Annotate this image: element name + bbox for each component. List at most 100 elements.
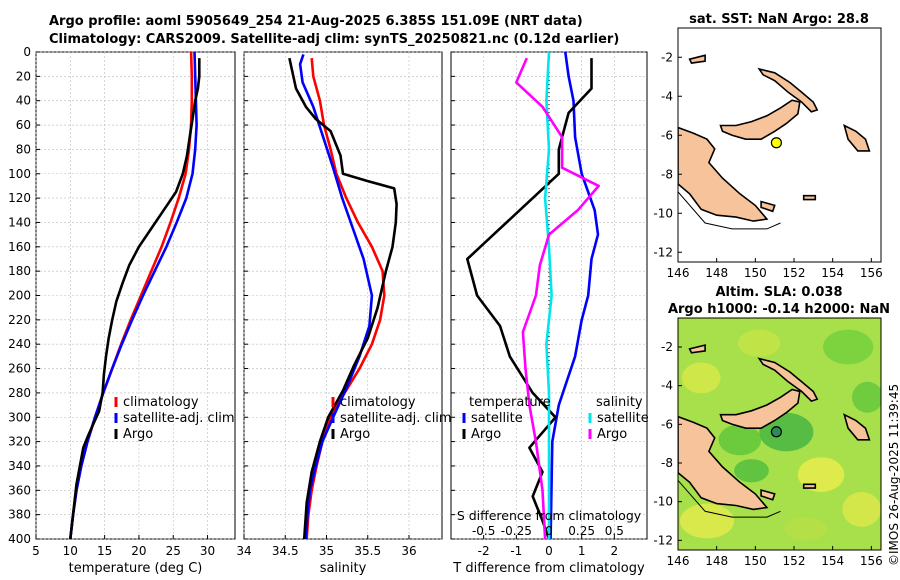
land-polygon-1 — [757, 357, 819, 403]
y-tick-label: 260 — [8, 362, 31, 376]
y-tick-label: 360 — [8, 483, 31, 497]
map-x-tick-label: 150 — [744, 266, 767, 280]
legend-climatology-label: climatology — [123, 395, 199, 410]
y-tick-label: 100 — [8, 167, 31, 181]
sla-anomaly-patch — [734, 459, 769, 483]
map-y-tick-label: -4 — [661, 89, 673, 103]
s-tick-label: 0 — [545, 524, 553, 538]
map-content — [678, 54, 871, 230]
legend-satellite-label: satellite-adj. clim — [340, 411, 452, 426]
legend-t-satellite-label: satellite — [471, 411, 523, 426]
map-y-tick-label: -12 — [653, 245, 673, 259]
header-title-line2: Climatology: CARS2009. Satellite-adj cli… — [49, 32, 620, 47]
s-tick-label: 0.5 — [605, 524, 624, 538]
map-x-tick-label: 148 — [705, 554, 728, 568]
map-y-tick-label: -6 — [661, 417, 673, 431]
map-frame — [677, 27, 882, 263]
map-x-tick-label: 156 — [860, 266, 883, 280]
y-tick-label: 180 — [8, 264, 31, 278]
map-x-tick-label: 148 — [705, 266, 728, 280]
land-polygon-6 — [760, 200, 776, 213]
x-tick-label: 30 — [200, 544, 215, 558]
legend-temperature-title: temperature — [469, 395, 551, 410]
map-x-tick-label: 146 — [667, 266, 690, 280]
y-tick-label: 200 — [8, 289, 31, 303]
y-tick-label: 0 — [23, 45, 31, 59]
x-tick-label: 35.5 — [354, 544, 381, 558]
land-polygon-0 — [719, 99, 801, 140]
sla-anomaly-patch — [842, 492, 881, 527]
y-tick-label: 340 — [8, 459, 31, 473]
s-axis-label: S difference from climatology — [457, 508, 642, 523]
sla-map: Altim. SLA: 0.038 Argo h1000: -0.14 h2000… — [653, 285, 890, 568]
map-y-tick-label: -12 — [653, 533, 673, 547]
sla-anomaly-patch — [797, 457, 845, 492]
y-tick-label: 20 — [16, 69, 31, 83]
diff-line-2 — [543, 52, 553, 539]
x-tick-label: 10 — [63, 544, 78, 558]
x-axis-label: temperature (deg C) — [69, 561, 203, 576]
sla-anomaly-patch — [823, 329, 874, 365]
salinity-panel: 34 34.5 35 35.5 36 salinity climatologysatelli… — [236, 51, 452, 576]
y-tick-label: 300 — [8, 410, 31, 424]
y-tick-label: 80 — [16, 142, 31, 156]
temperature-panel: 5 10 15 20 25 3002040608010012014016018020022… — [8, 45, 236, 576]
y-tick-label: 400 — [8, 532, 31, 546]
land-polygon-3 — [843, 413, 871, 441]
series-group — [465, 52, 601, 539]
y-tick-label: 380 — [8, 508, 31, 522]
sla-anomaly-patch — [679, 503, 735, 539]
x-tick-label: 25 — [166, 544, 181, 558]
legend-s-satellite-label: satellite — [597, 411, 649, 426]
series-group — [288, 53, 398, 539]
y-tick-label: 40 — [16, 94, 31, 108]
sal-line-2 — [288, 57, 398, 539]
x-tick-label: 2 — [611, 544, 619, 558]
map-y-tick-label: -2 — [661, 340, 673, 354]
y-tick-label: 120 — [8, 191, 31, 205]
map-x-tick-label: 154 — [821, 266, 844, 280]
map-y-tick-label: -8 — [661, 456, 673, 470]
land-polygon-5 — [802, 194, 817, 201]
land-polygon-4 — [688, 54, 706, 64]
legend-t-argo-label: Argo — [471, 427, 501, 442]
x-tick-label: 5 — [32, 544, 40, 558]
x-tick-label: 20 — [131, 544, 146, 558]
x-axis-label: salinity — [320, 561, 367, 576]
map-y-tick-label: -10 — [653, 495, 673, 509]
y-tick-label: 320 — [8, 435, 31, 449]
land-polygon-1 — [757, 67, 819, 113]
x-axis-label: T difference from climatology — [452, 561, 645, 576]
legend-s-argo-label: Argo — [597, 427, 627, 442]
s-tick-label: -0.5 — [472, 524, 495, 538]
sst-map: sat. SST: NaN Argo: 28.8 146 148 150 152 154 1… — [653, 12, 882, 280]
reef-contour — [678, 480, 781, 518]
legend-argo-label: Argo — [340, 427, 370, 442]
y-tick-label: 160 — [8, 240, 31, 254]
x-tick-label: 1 — [578, 544, 586, 558]
temp-line-2 — [69, 58, 201, 539]
x-tick-label: 36 — [401, 544, 416, 558]
y-tick-label: 140 — [8, 215, 31, 229]
x-tick-label: 35 — [319, 544, 334, 558]
map-x-tick-label: 154 — [821, 554, 844, 568]
land-polygon-0 — [719, 388, 801, 430]
map-x-tick-label: 152 — [783, 266, 806, 280]
x-tick-label: -2 — [478, 544, 490, 558]
x-tick-label: 34.5 — [272, 544, 299, 558]
map-x-tick-label: 146 — [667, 554, 690, 568]
sla-anomaly-patch — [852, 381, 881, 413]
y-tick-label: 280 — [8, 386, 31, 400]
land-polygon-5 — [802, 483, 817, 489]
sal-line-1 — [298, 53, 374, 539]
map-y-tick-label: -2 — [661, 50, 673, 64]
map-y-tick-label: -6 — [661, 128, 673, 142]
map-y-tick-label: -8 — [661, 167, 673, 181]
sla-anomaly-patch — [718, 424, 762, 456]
map-y-tick-label: -10 — [653, 206, 673, 220]
legend-satellite-label: satellite-adj. clim — [123, 411, 235, 426]
map-frame — [677, 317, 882, 551]
land-polygon-3 — [843, 123, 871, 152]
land-polygon-2 — [678, 126, 769, 222]
map-y-tick-label: -4 — [661, 379, 673, 393]
